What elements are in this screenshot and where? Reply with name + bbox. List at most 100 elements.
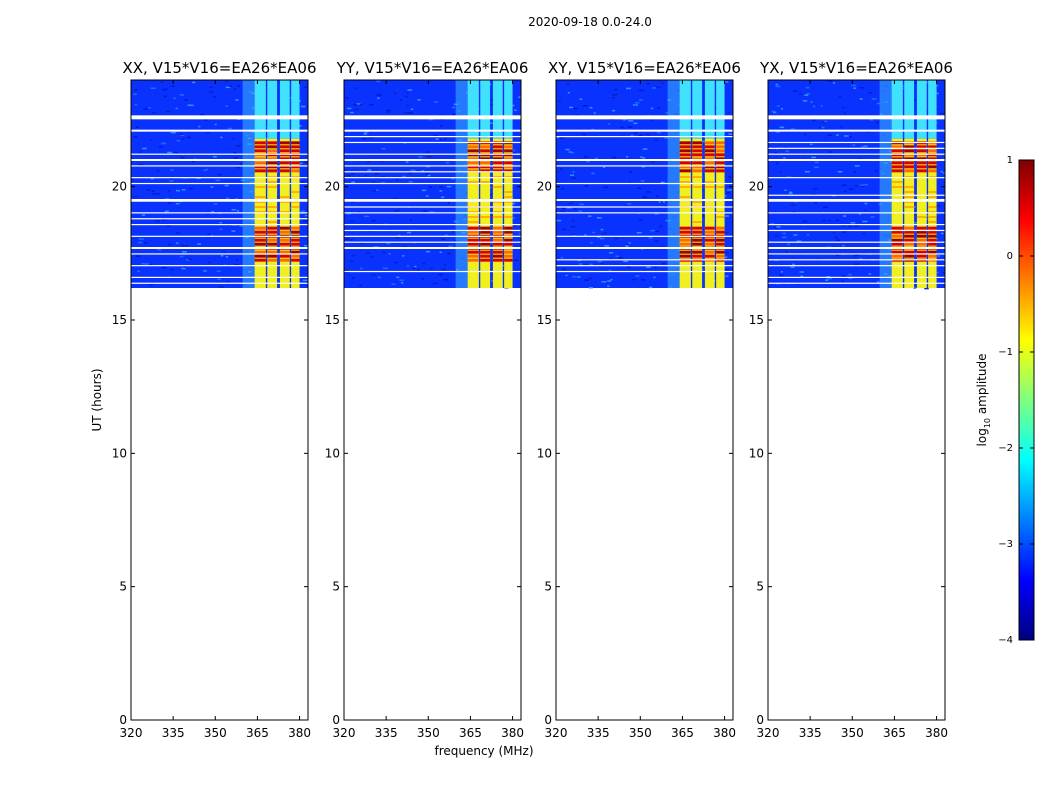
bright-band-cell — [254, 242, 266, 246]
noise-cell — [203, 119, 208, 121]
noise-cell — [646, 266, 651, 269]
noise-cell — [561, 228, 566, 231]
x-axis-label: frequency (MHz) — [434, 744, 533, 758]
orange-cell — [716, 211, 725, 213]
bright-band-cell — [891, 226, 903, 230]
noise-cell — [594, 157, 599, 160]
noise-cell — [433, 101, 438, 103]
noise-cell — [215, 179, 221, 182]
noise-cell — [376, 80, 381, 83]
noise-cell — [802, 100, 808, 102]
noise-cell — [300, 210, 305, 212]
noise-cell — [826, 278, 832, 280]
bright-band-cell — [279, 157, 290, 161]
noise-cell — [512, 217, 516, 219]
y-tick-label: 0 — [544, 713, 552, 727]
noise-cell — [776, 105, 780, 107]
noise-cell — [144, 242, 148, 244]
bright-band-cell — [679, 230, 691, 234]
bright-band-cell — [704, 242, 715, 246]
flag-line — [556, 182, 733, 185]
bright-band-cell — [704, 157, 715, 161]
noise-cell — [359, 284, 362, 287]
noise-cell — [519, 167, 521, 170]
bright-band-cell — [504, 169, 513, 173]
noise-cell — [851, 84, 857, 87]
noise-cell — [914, 82, 920, 84]
bright-band-cell — [904, 230, 915, 234]
panel-title: XX, V15*V16=EA26*EA06 — [122, 59, 316, 77]
noise-cell — [362, 138, 367, 140]
noise-cell — [146, 189, 150, 191]
noise-cell — [203, 270, 207, 272]
noise-cell — [303, 86, 307, 89]
bright-band-cell — [504, 226, 513, 230]
noise-cell — [639, 134, 644, 136]
orange-cell — [279, 196, 290, 198]
noise-cell — [614, 88, 618, 91]
noise-cell — [836, 134, 839, 136]
noise-cell — [562, 207, 565, 210]
bright-band-cell — [480, 153, 491, 157]
flag-line — [131, 212, 308, 214]
flag-line — [131, 276, 308, 278]
noise-cell — [351, 173, 354, 175]
y-tick-label: 15 — [537, 313, 552, 327]
noise-cell — [787, 243, 791, 246]
noise-cell — [871, 98, 877, 100]
noise-cell — [396, 209, 400, 212]
noise-cell — [843, 112, 846, 114]
colorbar-label-log: log — [975, 428, 989, 446]
x-tick-label: 365 — [459, 726, 482, 740]
noise-cell — [156, 170, 159, 172]
heatmap-area — [131, 80, 308, 288]
bright-band-cell — [904, 165, 915, 169]
noise-cell — [225, 86, 231, 89]
noise-cell — [560, 210, 565, 213]
noise-cell — [402, 175, 407, 178]
noise-cell — [862, 220, 868, 223]
noise-cell — [167, 151, 172, 154]
noise-cell — [603, 186, 608, 189]
bright-band-cell — [891, 161, 903, 165]
noise-cell — [490, 214, 494, 217]
orange-cell — [254, 196, 266, 198]
noise-cell — [725, 81, 729, 83]
colorbar-tick-label: 0 — [1007, 251, 1013, 262]
noise-cell — [164, 210, 169, 213]
noise-cell — [412, 267, 417, 270]
noise-cell — [579, 203, 584, 206]
noise-cell — [167, 243, 173, 246]
bright-band-cell — [492, 258, 503, 262]
noise-cell — [422, 262, 425, 265]
noise-cell — [818, 127, 822, 129]
bright-band-cell — [916, 169, 927, 173]
bright-band-cell — [904, 169, 915, 173]
noise-cell — [441, 238, 446, 240]
bright-band-cell — [692, 250, 703, 254]
orange-cell — [679, 186, 691, 188]
noise-cell — [402, 255, 405, 257]
y-tick-label: 10 — [537, 446, 552, 460]
bright-band-cell — [716, 230, 725, 234]
bright-band-cell — [279, 242, 290, 246]
noise-cell — [583, 264, 587, 266]
bright-band-cell — [904, 145, 915, 149]
noise-cell — [220, 255, 224, 257]
noise-cell — [783, 157, 786, 159]
bright-band-cell — [904, 250, 915, 254]
bright-band-cell — [291, 153, 300, 157]
noise-cell — [139, 151, 143, 153]
orange-cell — [904, 186, 915, 188]
noise-cell — [577, 276, 581, 278]
noise-cell — [406, 92, 409, 94]
noise-cell — [197, 243, 201, 245]
noise-cell — [785, 250, 788, 253]
noise-cell — [448, 202, 451, 204]
heatmap-area — [556, 80, 733, 289]
noise-cell — [161, 88, 165, 91]
noise-cell — [924, 287, 929, 290]
noise-cell — [181, 251, 187, 253]
orange-cell — [504, 201, 513, 203]
noise-cell — [592, 231, 596, 234]
